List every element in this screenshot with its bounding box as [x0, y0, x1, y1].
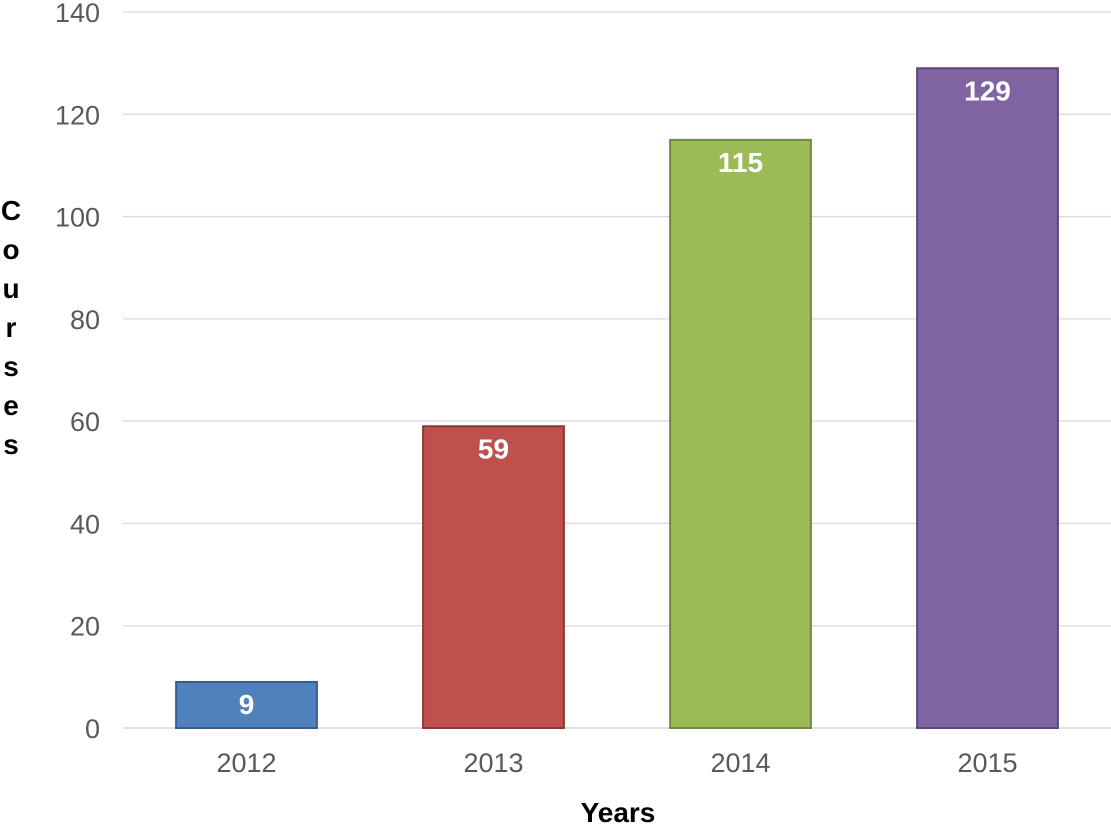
- x-tick-label: 2012: [216, 748, 276, 778]
- data-label-2013: 59: [478, 433, 509, 464]
- y-tick-label: 100: [55, 203, 100, 233]
- y-tick-label: 140: [55, 0, 100, 28]
- y-tick-label: 80: [70, 305, 100, 335]
- data-label-2012: 9: [239, 689, 255, 720]
- y-tick-label: 60: [70, 407, 100, 437]
- y-tick-label: 120: [55, 100, 100, 130]
- data-labels: 9 59 115 129: [239, 75, 1011, 720]
- data-label-2015: 129: [964, 75, 1011, 106]
- data-label-2014: 115: [718, 147, 763, 178]
- bar-2014: [669, 138, 812, 730]
- bar-2015: [916, 67, 1059, 729]
- y-tick-label: 20: [70, 612, 100, 642]
- x-axis-ticks: 2012 2013 2014 2015: [216, 748, 1017, 778]
- gridlines: [123, 11, 1111, 729]
- bars: [175, 67, 1059, 730]
- x-tick-label: 2013: [463, 748, 523, 778]
- bar-2012: [175, 680, 318, 730]
- x-axis-title: Years: [581, 797, 656, 824]
- y-tick-label: 40: [70, 509, 100, 539]
- x-tick-label: 2014: [710, 748, 770, 778]
- bar-2013: [422, 425, 565, 729]
- y-tick-label: 0: [85, 714, 100, 744]
- y-axis-ticks: 0 20 40 60 80 100 120 140: [55, 0, 100, 744]
- x-tick-label: 2015: [957, 748, 1017, 778]
